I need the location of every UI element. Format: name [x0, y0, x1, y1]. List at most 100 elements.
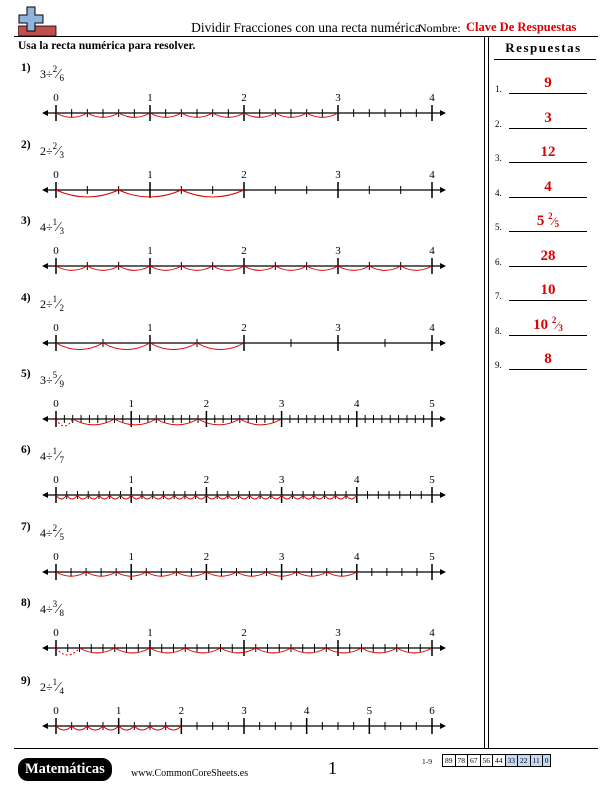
tick-label: 4: [354, 398, 360, 410]
tick-label: 3: [335, 322, 341, 334]
answer-line[interactable]: [509, 93, 587, 94]
column-divider: [484, 36, 485, 748]
number-line: 0 1 2 3 4 5: [42, 398, 446, 427]
fraction-numerator: 1: [52, 294, 58, 304]
jump-arc: [118, 265, 151, 271]
site-url[interactable]: www.CommonCoreSheets.es: [131, 768, 249, 779]
jump-arc: [71, 725, 88, 731]
fraction-denominator: 4: [59, 686, 64, 696]
answer-line[interactable]: [509, 300, 587, 301]
answer-value: 12: [540, 144, 556, 160]
jump-arc: [195, 494, 207, 500]
jump-arc: [248, 494, 261, 500]
jump-arc: [205, 494, 218, 500]
answer-number: 5.: [495, 222, 502, 232]
jump-arc: [216, 494, 229, 500]
fraction-denominator: 3: [59, 226, 64, 236]
jump-arc: [236, 571, 267, 577]
answers-title-rule: [494, 59, 596, 60]
tick-label: 4: [354, 474, 360, 486]
answer-row: 5. 5 2⁄5: [495, 211, 590, 232]
jump-arc: [306, 265, 339, 271]
tick-label: 1: [128, 398, 134, 410]
problem-number: 2): [21, 139, 31, 151]
answer-line[interactable]: [509, 369, 587, 370]
answer-line[interactable]: [509, 196, 587, 198]
jump-arc: [87, 494, 100, 500]
tick-label: 4: [354, 551, 360, 563]
problem-number: 7): [21, 521, 31, 533]
answer-number: 1.: [495, 84, 502, 94]
tick-label: 2: [241, 169, 247, 181]
number-line: 0 1 2 3 4: [42, 92, 446, 121]
answer-number: 8.: [495, 325, 502, 336]
answer-row: 4. 4: [495, 178, 590, 198]
score-cell: 89: [442, 754, 456, 767]
number-line: 0 1 2 3 4 5: [42, 474, 446, 503]
answer-value: 10: [540, 282, 556, 298]
division-sign: ÷: [46, 449, 53, 463]
problem-expression: 2÷1⁄2: [40, 294, 64, 313]
jump-arc: [369, 265, 401, 271]
tick-label: 5: [367, 705, 373, 717]
division-sign: ÷: [46, 373, 53, 387]
arrow-left-icon: [42, 492, 48, 498]
jump-arc: [361, 647, 397, 654]
dividend: 2: [40, 680, 46, 694]
problem-expression: 3÷5⁄9: [40, 370, 64, 389]
tick-label: 4: [429, 92, 435, 104]
jump-arc: [55, 571, 87, 577]
jump-arc: [114, 647, 151, 654]
arrow-right-icon: [440, 263, 446, 269]
jump-arc: [184, 494, 197, 500]
fraction-denominator: 5: [59, 532, 64, 542]
division-sign: ÷: [46, 67, 53, 81]
tick-label: 2: [241, 322, 247, 334]
number-line: 0 1 2 3 4: [42, 169, 446, 198]
jump-arc: [266, 571, 297, 577]
answer-line[interactable]: [509, 127, 587, 129]
arrow-right-icon: [440, 340, 446, 346]
division-sign: ÷: [46, 297, 53, 311]
fraction-numerator: 2: [52, 141, 58, 151]
jump-arc: [181, 265, 213, 271]
name-value: Clave De Respuestas: [466, 20, 577, 34]
answer-line[interactable]: [509, 231, 587, 232]
jump-arc: [255, 647, 292, 654]
answer-number: 9.: [495, 360, 502, 370]
answer-line[interactable]: [509, 162, 587, 163]
tick-label: 1: [147, 627, 153, 639]
jump-arc: [296, 571, 327, 577]
tick-label: 6: [429, 705, 435, 717]
jump-arc: [130, 494, 143, 500]
score-cell: 56: [479, 754, 493, 767]
tick-label: 3: [241, 705, 247, 717]
fraction-numerator: 1: [52, 446, 58, 456]
jump-arc: [220, 647, 256, 654]
dividend: 3: [40, 67, 46, 81]
answer-line[interactable]: [509, 334, 587, 336]
jump-arc: [243, 112, 276, 118]
arrow-left-icon: [42, 569, 48, 575]
arrow-right-icon: [440, 569, 446, 575]
jump-arc: [72, 418, 115, 426]
fraction-numerator: 1: [52, 217, 58, 227]
tick-label: 3: [279, 551, 285, 563]
jump-arc: [291, 494, 304, 500]
problem-expression: 4÷1⁄3: [40, 217, 64, 236]
jump-arc: [396, 647, 433, 654]
jump-arc: [176, 571, 207, 577]
answer-line[interactable]: [509, 265, 587, 267]
tick-label: 3: [335, 245, 341, 257]
jump-arc: [133, 725, 151, 731]
jump-arc: [85, 571, 117, 577]
fraction-numerator: 3: [52, 599, 58, 609]
division-sign: ÷: [46, 526, 53, 540]
score-cell: 0: [541, 754, 552, 767]
jump-arc: [227, 494, 240, 500]
arrow-left-icon: [42, 416, 48, 422]
division-sign: ÷: [46, 602, 53, 616]
answer-value: 3: [544, 109, 552, 126]
tick-label: 0: [53, 92, 59, 104]
score-range: 1-9: [422, 757, 432, 766]
